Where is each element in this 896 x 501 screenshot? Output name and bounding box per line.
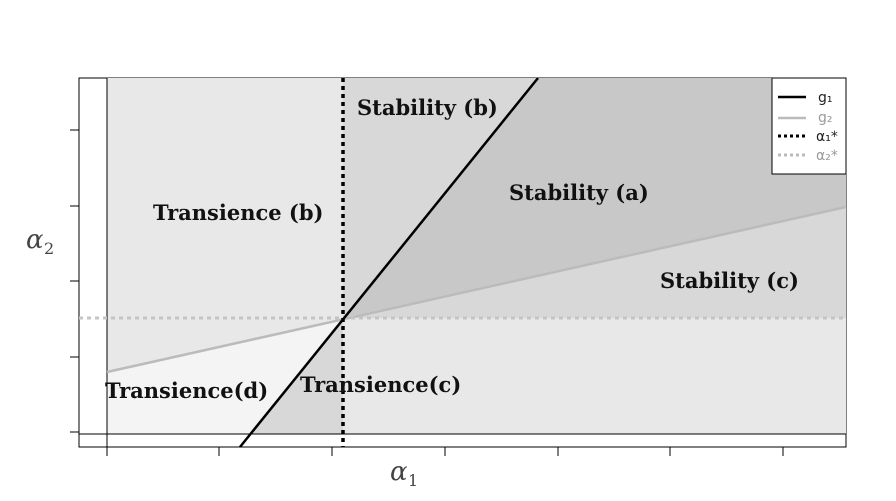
- x-axis-ticks: [106, 447, 784, 456]
- region-bottom-fill: [343, 318, 846, 434]
- x-axis-label: α 1: [390, 457, 418, 490]
- region-transience-d-fill: [107, 318, 343, 434]
- svg-text:1: 1: [408, 471, 418, 490]
- g1-line: [239, 77, 539, 448]
- legend: g₁ g₂ α₁* α₂*: [771, 77, 847, 175]
- label-transience-d: Transience(d): [105, 378, 268, 403]
- label-stability-a: Stability (a): [509, 180, 649, 205]
- legend-g1-label: g₁: [818, 90, 833, 106]
- label-transience-b: Transience (b): [153, 200, 323, 225]
- label-stability-b: Stability (b): [357, 95, 498, 120]
- y-axis-label: α 2: [26, 225, 54, 258]
- label-transience-c: Transience(c): [300, 372, 461, 397]
- region-stability-a-fill: [343, 78, 846, 318]
- legend-alpha1-label: α₁*: [816, 129, 838, 145]
- legend-g2-label: g₂: [818, 110, 833, 126]
- svg-text:2: 2: [44, 239, 54, 258]
- svg-text:α: α: [26, 225, 44, 255]
- svg-text:α: α: [390, 457, 408, 487]
- label-stability-c: Stability (c): [660, 268, 799, 293]
- g2-line: [106, 205, 847, 374]
- legend-alpha2-label: α₂*: [816, 148, 838, 164]
- y-axis-ticks: [70, 129, 79, 433]
